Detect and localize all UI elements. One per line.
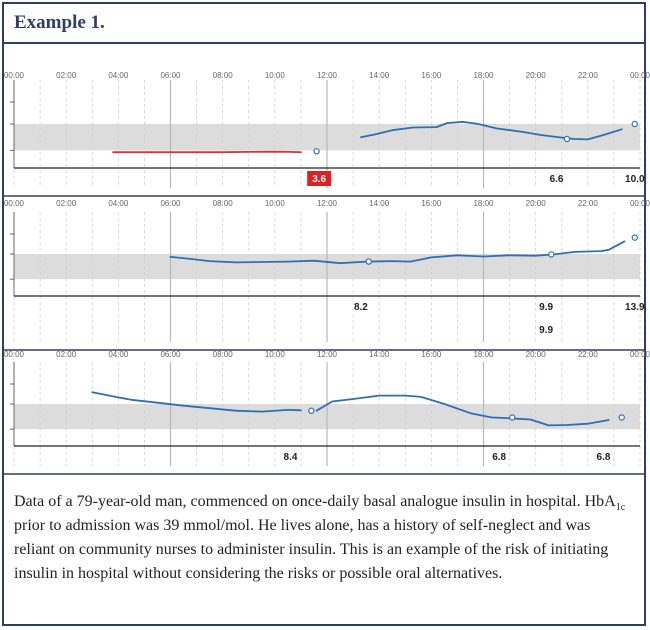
reading-marker (563, 135, 571, 143)
figure-title: Example 1. (14, 12, 105, 33)
x-tick-label: 04:00 (108, 350, 129, 359)
figure-caption: Data of a 79-year-old man, commenced on … (14, 490, 634, 586)
value-label: 6.8 (492, 452, 506, 463)
x-tick-label: 00:00 (4, 350, 25, 359)
value-label: 3.6 (312, 174, 326, 185)
reading-marker (631, 120, 638, 128)
title-bar: Example 1. (4, 4, 644, 44)
x-tick-label: 00:00 (4, 71, 25, 80)
reading-marker (631, 234, 638, 241)
x-tick-label: 18:00 (473, 350, 494, 359)
x-tick-label: 10:00 (265, 350, 286, 359)
value-label: 6.6 (550, 174, 564, 185)
x-tick-label: 06:00 (160, 199, 181, 208)
x-tick-label: 00:00 (630, 350, 650, 359)
x-tick-label: 16:00 (421, 199, 442, 208)
reading-marker (308, 407, 315, 414)
x-tick-label: 00:00 (4, 199, 25, 208)
x-tick-label: 04:00 (108, 199, 129, 208)
caption-subscript: 1c (615, 502, 626, 514)
reading-marker (548, 251, 555, 258)
glucose-series-line (112, 150, 302, 154)
reading-marker (618, 414, 625, 421)
low-value-badge (307, 171, 332, 186)
value-label: 9.9 (539, 302, 553, 313)
reading-marker (365, 258, 372, 265)
value-label: 8.4 (284, 452, 298, 463)
reading-marker (313, 148, 320, 155)
value-label: 9.9 (539, 325, 553, 336)
x-tick-label: 22:00 (578, 199, 599, 208)
x-tick-label: 22:00 (578, 71, 599, 80)
x-tick-label: 08:00 (213, 350, 234, 359)
x-tick-label: 10:00 (265, 199, 286, 208)
x-tick-label: 20:00 (526, 350, 547, 359)
x-tick-label: 00:00 (630, 199, 650, 208)
x-tick-label: 22:00 (578, 350, 599, 359)
x-tick-label: 02:00 (56, 199, 77, 208)
x-tick-label: 12:00 (317, 71, 338, 80)
glucose-series-line (169, 240, 626, 265)
x-tick-label: 00:00 (630, 71, 650, 80)
x-tick-label: 14:00 (369, 350, 390, 359)
x-tick-label: 16:00 (421, 71, 442, 80)
x-tick-label: 18:00 (473, 199, 494, 208)
x-tick-label: 02:00 (56, 71, 77, 80)
x-tick-label: 20:00 (526, 71, 547, 80)
x-tick-label: 02:00 (56, 350, 77, 359)
x-tick-label: 12:00 (317, 199, 338, 208)
x-tick-label: 14:00 (369, 199, 390, 208)
x-tick-label: 10:00 (265, 71, 286, 80)
x-tick-label: 20:00 (526, 199, 547, 208)
value-label: 8.2 (354, 302, 368, 313)
x-tick-label: 18:00 (473, 71, 494, 80)
x-tick-label: 06:00 (160, 350, 181, 359)
value-label: 6.8 (597, 452, 611, 463)
x-tick-label: 04:00 (108, 71, 129, 80)
caption-text-2: prior to admission was 39 mmol/mol. He l… (14, 517, 609, 582)
x-tick-label: 16:00 (421, 350, 442, 359)
x-tick-label: 14:00 (369, 71, 390, 80)
x-tick-label: 06:00 (160, 71, 181, 80)
x-tick-label: 12:00 (317, 350, 338, 359)
value-label: 10.0 (625, 174, 645, 185)
x-tick-label: 08:00 (213, 199, 234, 208)
x-tick-label: 08:00 (213, 71, 234, 80)
glucose-series-line (91, 391, 302, 413)
reading-marker (508, 414, 516, 421)
caption-text-1: Data of a 79-year-old man, commenced on … (14, 493, 616, 510)
value-label: 13.9 (625, 302, 645, 313)
glucose-series-line (315, 394, 610, 427)
glucose-series-line (360, 120, 623, 141)
